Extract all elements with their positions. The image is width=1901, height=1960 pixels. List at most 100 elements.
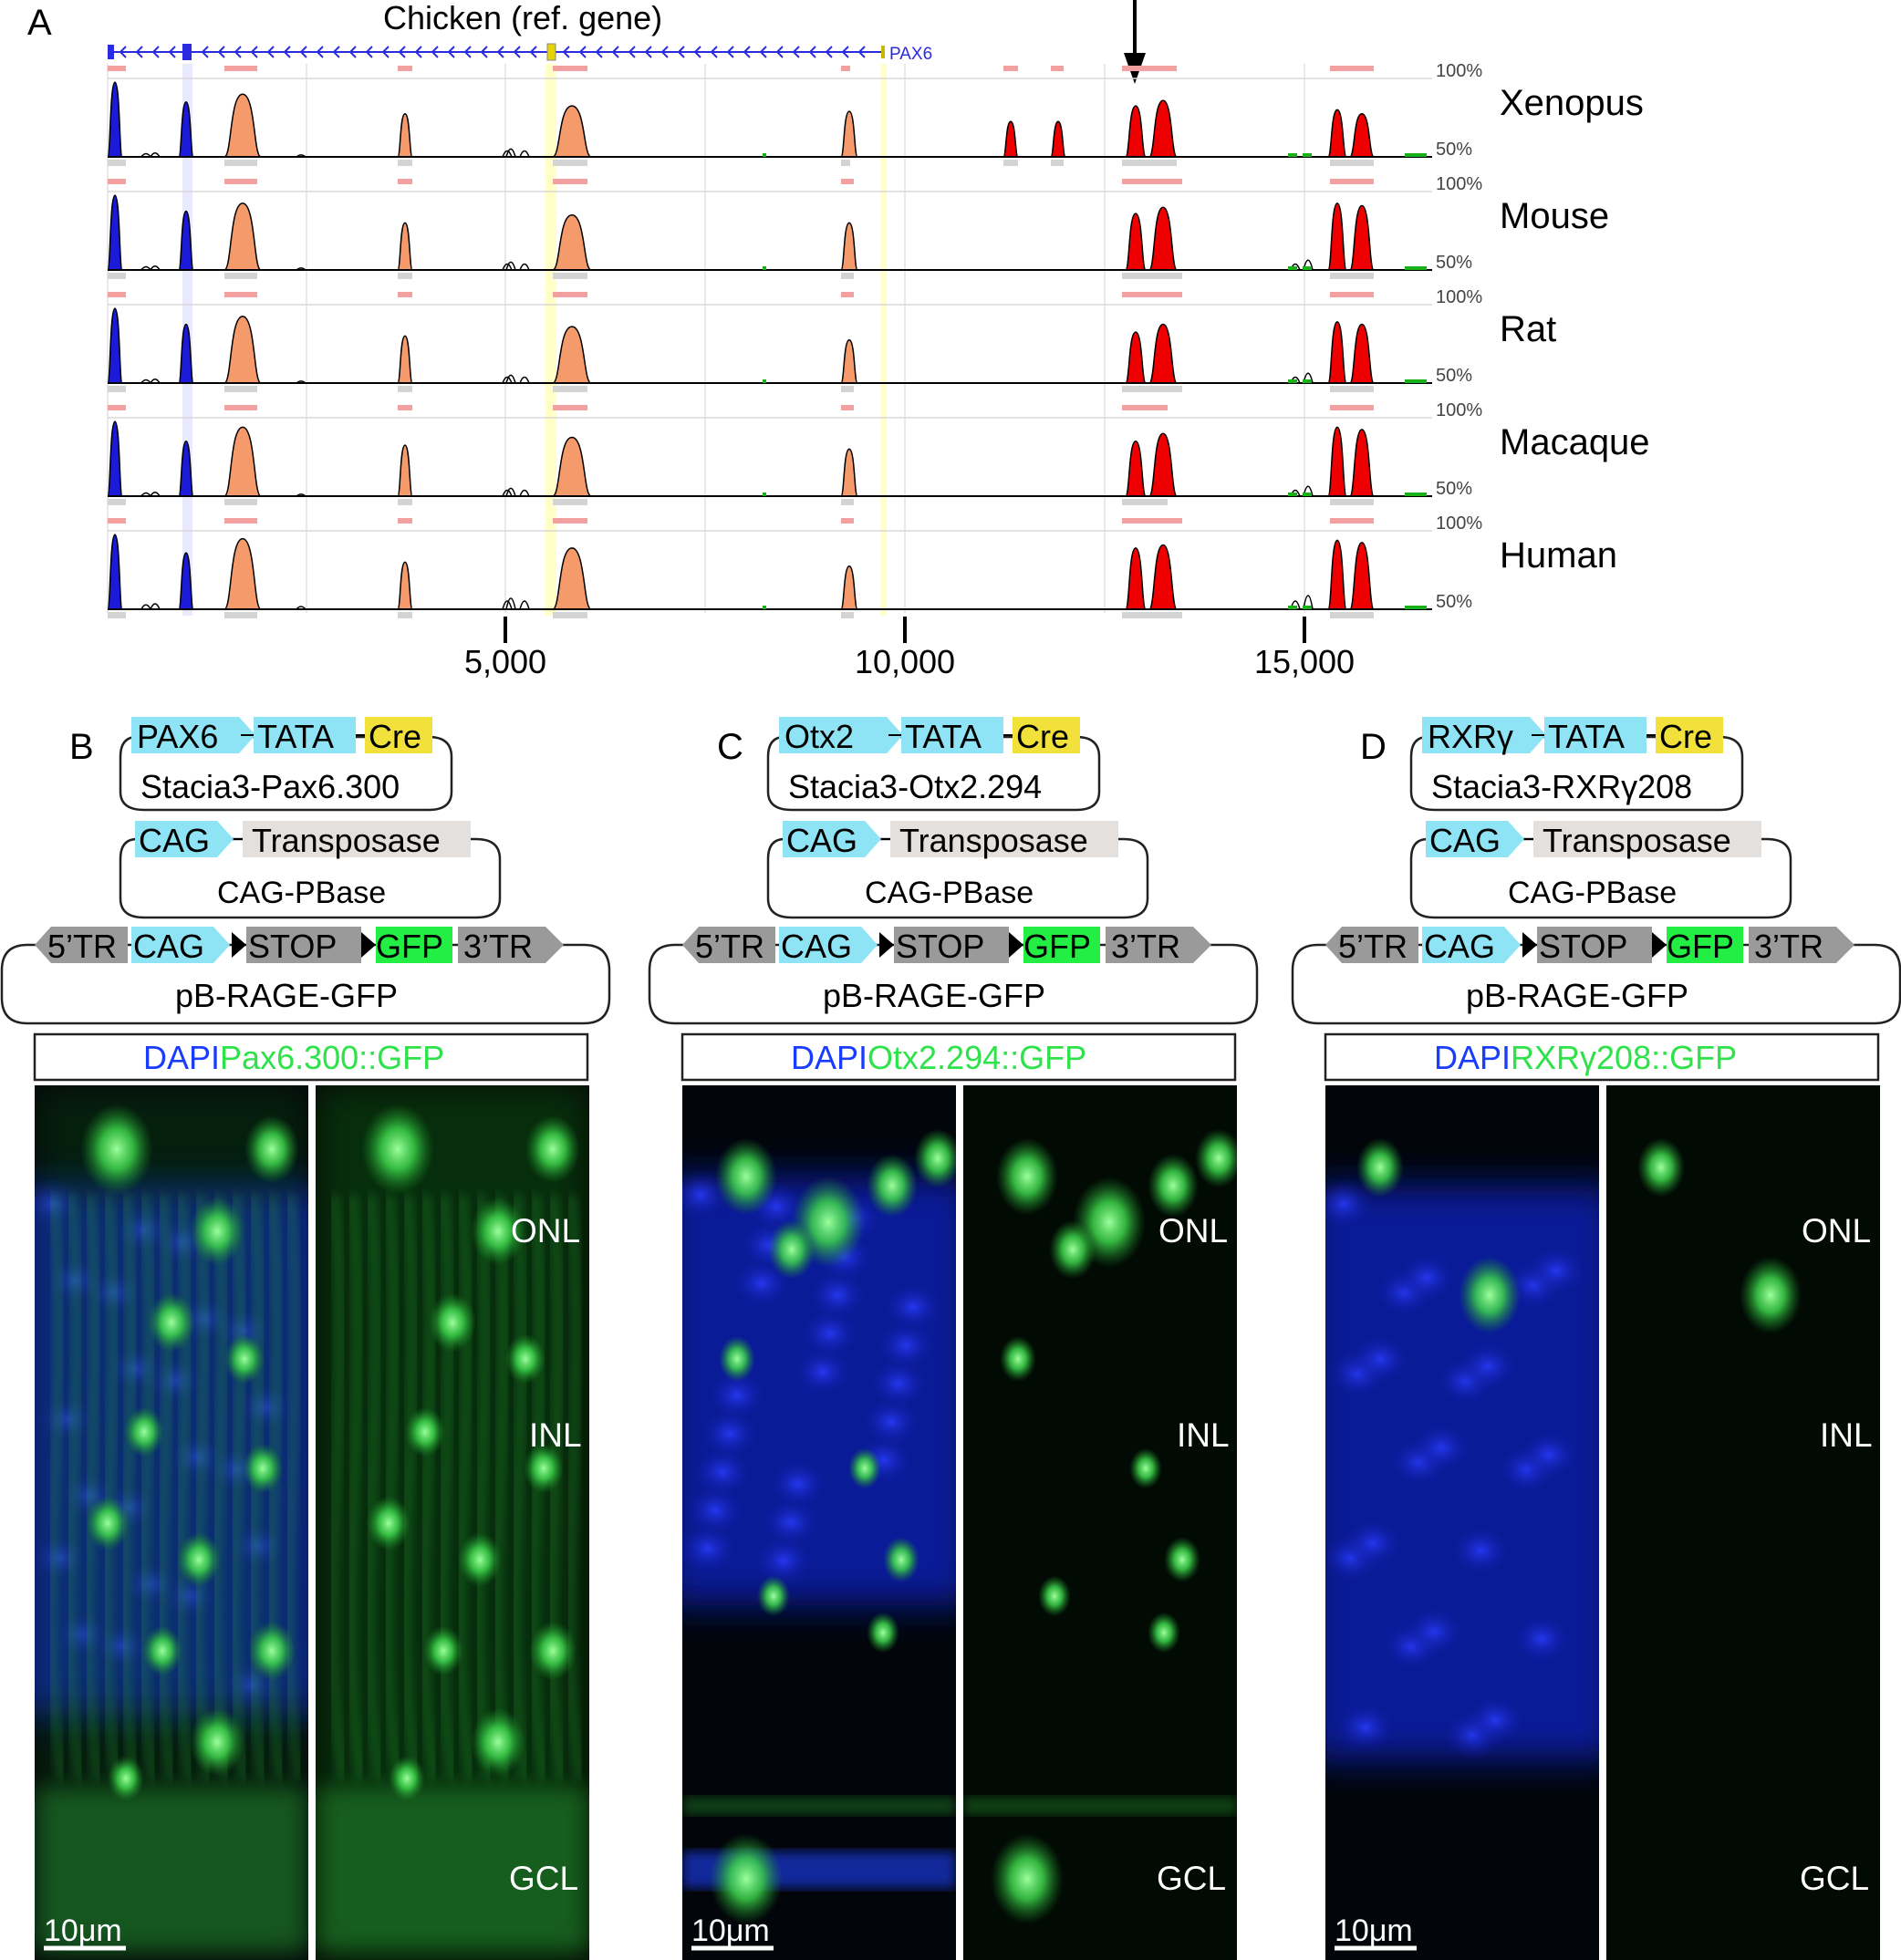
minor-peak <box>150 603 161 610</box>
other-conserved-mark <box>1405 493 1427 496</box>
conserved-region-bar <box>224 518 257 524</box>
x-tick-label: 15,000 <box>1254 643 1355 680</box>
track-rat: 100% 50% Rat <box>107 287 1556 392</box>
minor-peak <box>505 148 516 158</box>
gcl-label: GCL <box>1157 1860 1226 1897</box>
strand-chevron-icon <box>857 46 866 58</box>
strand-chevron-icon <box>628 46 636 58</box>
stop-label: STOP <box>1539 928 1627 965</box>
panel-c: C Otx2 TATA Cre Stacia3-Otx2.294 CAG Transposa… <box>648 717 1259 1960</box>
cre-label: Cre <box>369 718 421 755</box>
gfp-element <box>1667 927 1743 963</box>
nucleus-blob <box>1335 1702 1397 1753</box>
conservation-peak <box>223 93 262 158</box>
gfp-fiber <box>121 1194 138 1779</box>
gcl-gfp-band <box>316 1788 589 1952</box>
loxp-icon <box>879 932 894 958</box>
minor-peak <box>140 492 151 497</box>
tr3-element <box>1749 927 1854 963</box>
other-conserved-mark <box>1303 606 1312 609</box>
loxp-icon <box>361 932 376 958</box>
stop-label: STOP <box>896 928 984 965</box>
conservation-peak <box>1125 547 1147 610</box>
gfp-cell <box>1049 1219 1096 1280</box>
minor-peak <box>505 374 516 384</box>
percent-50-label: 50% <box>1436 592 1472 612</box>
rage-plasmid-name: pB-RAGE-GFP <box>175 977 398 1014</box>
pbase-plasmid-box <box>766 837 1149 919</box>
conserved-region-bar <box>1330 66 1374 71</box>
other-conserved-mark <box>1405 266 1427 270</box>
gfp-cell <box>108 1756 144 1801</box>
conservation-peak <box>552 436 592 497</box>
alignment-block-bar <box>398 273 412 279</box>
gfp-fiber <box>48 1194 65 1779</box>
gfp-fiber <box>194 1194 211 1779</box>
ipl-gfp-band <box>682 1797 956 1815</box>
gfp-fiber <box>566 1194 583 1779</box>
tr5-element <box>682 927 775 963</box>
gfp-cell <box>505 1333 545 1384</box>
loxp-icon <box>1522 932 1537 958</box>
cre-label: Cre <box>1016 718 1069 755</box>
stop-label: STOP <box>248 928 337 965</box>
minor-peak <box>519 489 530 497</box>
tr3-label: 3’TR <box>1754 928 1823 965</box>
conserved-region-bar <box>224 405 257 410</box>
microscopy-images <box>35 1085 589 1960</box>
gfp-cell <box>80 1104 153 1195</box>
alignment-block-bar <box>224 499 257 505</box>
alignment-block-bar <box>108 612 126 618</box>
conserved-region-bar <box>1330 518 1374 524</box>
scale-bar-label: 10μm <box>1335 1913 1413 1948</box>
cre-element <box>1656 717 1723 753</box>
gfp-fiber <box>493 1194 510 1779</box>
reporter-label: Otx2.294::GFP <box>867 1039 1086 1076</box>
cag-label: CAG <box>1424 928 1495 965</box>
conservation-peak <box>1125 331 1147 384</box>
minor-peak <box>150 151 161 158</box>
exon-block <box>546 43 556 61</box>
other-conserved-mark <box>1303 493 1312 496</box>
other-conserved-mark <box>1288 606 1297 609</box>
species-label: Human <box>1500 535 1617 576</box>
conservation-peak <box>840 338 858 384</box>
strand-chevron-icon <box>792 46 800 58</box>
strand-chevron-icon <box>562 46 570 58</box>
image-title-box <box>33 1032 589 1082</box>
transposase-element <box>1533 821 1761 857</box>
gfp-cell <box>471 1197 525 1266</box>
reference-gene-title: Chicken (ref. gene) <box>383 0 662 36</box>
strand-chevron-icon <box>529 46 537 58</box>
inl-label: INL <box>1177 1416 1230 1454</box>
gfp-cell <box>471 1707 525 1777</box>
pbase-plasmid-box <box>119 837 502 919</box>
strand-chevron-icon <box>726 46 734 58</box>
conservation-peak <box>107 534 123 610</box>
strand-chevron-icon <box>480 46 488 58</box>
minor-peak <box>502 150 513 158</box>
tr3-element <box>458 927 564 963</box>
transposase-label: Transposase <box>252 822 441 859</box>
nucleus-blob <box>799 1308 861 1359</box>
conservation-peak <box>178 441 194 497</box>
conserved-region-bar <box>1122 292 1182 297</box>
minor-peak <box>519 150 530 158</box>
transposase-element <box>243 821 471 857</box>
minor-peak <box>505 261 516 271</box>
conserved-region-bar <box>553 292 587 297</box>
tata-label: TATA <box>1548 718 1625 755</box>
tr5-element <box>1325 927 1418 963</box>
species-label: Mouse <box>1500 196 1609 236</box>
conserved-region-bar <box>108 405 126 410</box>
conservation-peak <box>223 426 262 497</box>
strand-chevron-icon <box>365 46 373 58</box>
alignment-block-bar <box>398 499 412 505</box>
nucleus-blob <box>706 1370 768 1421</box>
conservation-peak <box>1148 99 1178 158</box>
alignment-block-bar <box>1122 386 1182 392</box>
minor-peak <box>140 265 151 271</box>
gfp-label: GFP <box>376 928 443 965</box>
gfp-cell <box>190 1197 244 1266</box>
gfp-signal-layer <box>1637 1137 1802 1334</box>
